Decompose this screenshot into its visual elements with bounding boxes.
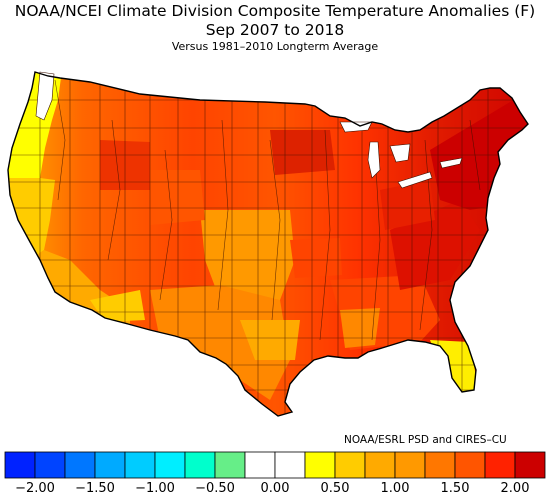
colorbar-bin	[34, 451, 66, 479]
colorbar-bin	[334, 451, 366, 479]
colorbar-bin	[244, 451, 276, 479]
colorbar-bin	[154, 451, 186, 479]
colorbar-tick-label: −2.00	[15, 481, 55, 496]
data-credit: NOAA/ESRL PSD and CIRES–CU	[344, 434, 507, 446]
colorbar-tick-label: −0.50	[195, 481, 235, 496]
colorbar-bin	[214, 451, 246, 479]
region-upper-midwest	[270, 130, 335, 175]
division-boundaries	[8, 72, 528, 416]
region-florida	[430, 340, 480, 400]
colorbar-tick-label: 2.00	[500, 481, 530, 496]
region-ohio-valley	[380, 180, 435, 230]
region-s-arizona	[90, 290, 145, 322]
colorbar-bin	[394, 451, 426, 479]
colorbar-bin	[184, 451, 216, 479]
colorbar-bin	[424, 451, 456, 479]
lake-erie	[397, 171, 433, 189]
colorbar-tick-label: −1.50	[75, 481, 115, 496]
colorbar-bin	[364, 451, 396, 479]
region-missouri	[290, 238, 342, 278]
colorbar-bin	[304, 451, 336, 479]
colorbar-bin	[274, 451, 306, 479]
map-title: NOAA/NCEI Climate Division Composite Tem…	[0, 2, 550, 40]
colorbar-tick-label: 1.50	[440, 481, 470, 496]
lake-michigan	[367, 141, 381, 179]
lake-huron	[389, 143, 411, 163]
region-puget-sound	[35, 71, 55, 121]
colorbar-tick-label: 1.00	[380, 481, 410, 496]
colorbar-bin	[124, 451, 156, 479]
colorbar-tick-label: 0.50	[320, 481, 350, 496]
colorbar-bin	[4, 451, 36, 479]
region-texas	[150, 285, 290, 400]
region-central-plains	[200, 210, 295, 300]
climate-divisions	[8, 72, 528, 416]
colorbar-tick-label: 0.00	[260, 481, 290, 496]
lake-ontario	[439, 157, 463, 169]
colorbar	[4, 451, 546, 479]
us-map	[7, 71, 529, 417]
colorbar-bin	[514, 451, 546, 479]
colorbar-bin	[94, 451, 126, 479]
colorbar-bin	[64, 451, 96, 479]
map-subtitle: Versus 1981–2010 Longterm Average	[171, 40, 379, 53]
title-line-2: Sep 2007 to 2018	[205, 21, 345, 39]
title-line-1: NOAA/NCEI Climate Division Composite Tem…	[14, 2, 536, 20]
colorbar-bin	[484, 451, 516, 479]
colorbar-tick-label: −1.00	[135, 481, 175, 496]
region-colorado	[150, 170, 205, 225]
colorbar-bin	[454, 451, 486, 479]
